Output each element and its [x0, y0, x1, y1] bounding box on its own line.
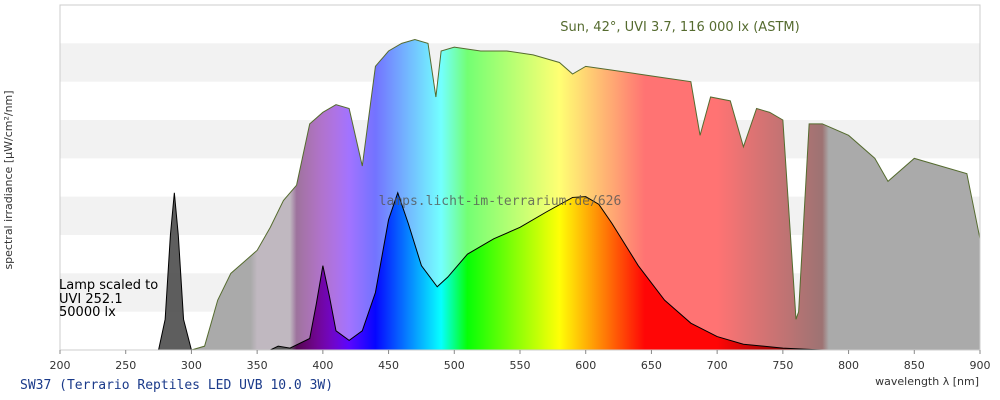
x-tick-label: 700: [707, 359, 728, 372]
annotation: 50000 lx: [59, 305, 116, 320]
x-axis-label: wavelength λ [nm]: [875, 375, 979, 388]
x-tick-label: 600: [575, 359, 596, 372]
x-tick-label: 650: [641, 359, 662, 372]
caption: SW37 (Terrario Reptiles LED UVB 10.0 3W): [20, 378, 333, 393]
x-tick-label: 750: [772, 359, 793, 372]
area-fill: [99, 192, 980, 350]
x-tick-label: 300: [181, 359, 202, 372]
x-tick-label: 850: [904, 359, 925, 372]
x-tick-label: 900: [970, 359, 991, 372]
x-tick-label: 200: [50, 359, 71, 372]
x-tick-label: 400: [312, 359, 333, 372]
x-tick-label: 450: [378, 359, 399, 372]
annotation: Lamp scaled to: [59, 278, 158, 293]
x-tick-label: 500: [444, 359, 465, 372]
x-tick-label: 800: [838, 359, 859, 372]
x-tick-label: 550: [510, 359, 531, 372]
annotation: UVI 252.1: [59, 292, 123, 307]
spectrum-line: [191, 38, 981, 351]
sun-label: Sun, 42°, UVI 3.7, 116 000 lx (ASTM): [560, 20, 799, 35]
spectrum-line: [99, 191, 980, 351]
x-tick-label: 350: [247, 359, 268, 372]
watermark: lamps.licht-im-terrarium.de/626: [379, 194, 622, 209]
y-axis-label: spectral irradiance [µW/cm²/nm]: [2, 90, 15, 269]
x-tick-label: 250: [115, 359, 136, 372]
